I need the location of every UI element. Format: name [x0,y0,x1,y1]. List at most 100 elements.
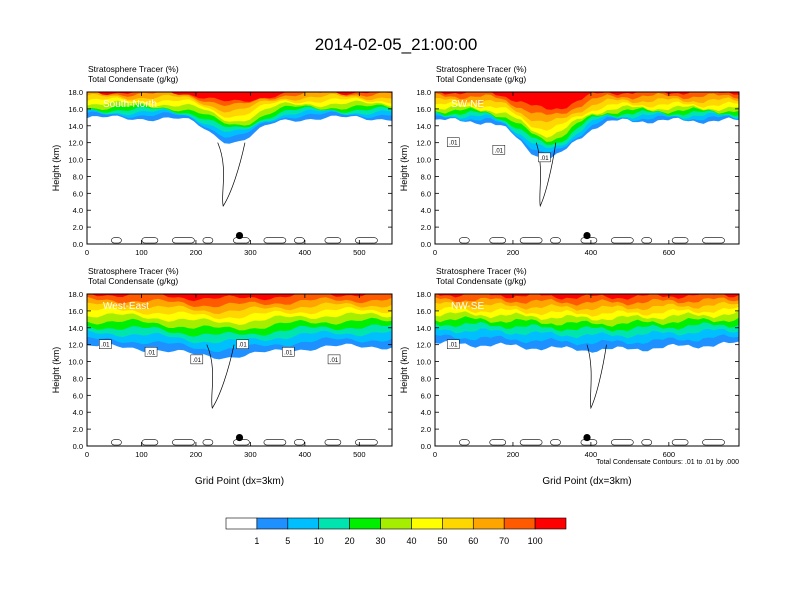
figure-title: 2014-02-05_21:00:00 [315,35,478,54]
x-tick-label: 400 [585,450,598,459]
ground-contour [702,237,725,244]
ground-contour [671,439,689,446]
y-tick-label: 0.0 [421,240,431,249]
contour-label: .01 [449,141,458,147]
ground-contour [489,439,507,446]
y-tick-label: 4.0 [73,408,83,417]
colorbar-swatch-8 [472,517,505,530]
colorbar-label: 30 [376,536,386,546]
y-tick-label: 16.0 [416,307,431,316]
ground-contour [172,237,195,244]
y-tick-label: 0.0 [73,240,83,249]
contour-label: .01 [449,343,458,349]
colorbar-label: 20 [345,536,355,546]
y-tick-label: 0.0 [73,442,83,451]
colorbar-label: 100 [528,536,543,546]
ground-contour [489,237,507,244]
y-tick-label: 10.0 [416,156,431,165]
contour-label-box [144,347,158,357]
ground-contour [550,439,561,446]
location-marker [235,433,244,442]
ground-contour [641,237,653,244]
y-tick-label: 6.0 [73,391,83,400]
plot-area: .01 .01 .01 .01 .01 .01 [87,294,392,446]
y-tick-label: 18.0 [68,290,83,299]
ground-contour [324,439,342,446]
y-tick-label: 10.0 [416,358,431,367]
ground-contour [671,237,689,244]
plot-area: .01 .01 .01 [435,92,739,244]
y-tick-label: 12.0 [416,139,431,148]
y-axis-label: Height (km) [399,145,409,192]
y-tick-label: 0.0 [421,442,431,451]
x-tick-label: 200 [190,450,203,459]
contour-label-box [327,354,341,365]
tracer-band-9 [87,294,392,308]
colorbar-swatch-0 [225,517,258,530]
plot-frame [86,293,393,447]
panel-title-line2: Total Condensate (g/kg) [88,276,178,286]
x-tick-label: 200 [507,248,520,257]
ground-contour [141,237,159,244]
colorbar-label: 70 [499,536,509,546]
ground-contour [459,237,470,244]
colorbar-swatch-5 [380,517,412,530]
y-tick-label: 4.0 [73,206,83,215]
colorbar: 1 5 10 20 30 40 50 60 70 100 [225,517,567,546]
x-axis-label: Grid Point (dx=3km) [195,476,284,487]
contour-label-box [446,137,460,147]
x-tick-label: 0 [85,248,89,257]
x-tick-label: 400 [585,248,598,257]
condensate-contour [586,344,607,410]
plot-frame [86,91,393,245]
panel-title-line1: Stratosphere Tracer (%) [436,64,527,74]
panel-title-line1: Stratosphere Tracer (%) [88,64,179,74]
ground-contour [111,237,122,244]
y-tick-label: 16.0 [416,105,431,114]
ground-contour [263,439,287,446]
location-marker [583,231,591,240]
ground-contour [263,237,287,244]
x-tick-label: 100 [135,450,148,459]
x-tick-label: 500 [353,248,366,257]
panel-title-line2: Total Condensate (g/kg) [436,276,526,286]
colorbar-label: 40 [406,536,416,546]
ground-contour [611,439,634,446]
ground-contour [202,439,214,446]
y-tick-label: 6.0 [73,189,83,198]
ground-contour [459,439,470,446]
panel-title-line1: Stratosphere Tracer (%) [436,266,527,276]
y-tick-label: 14.0 [416,324,431,333]
y-tick-label: 16.0 [68,105,83,114]
ground-contour [355,439,378,446]
y-tick-label: 18.0 [416,88,431,97]
x-tick-label: 0 [433,450,437,459]
colorbar-label: 60 [468,536,478,546]
colorbar-swatch-10 [534,517,567,530]
y-tick-label: 14.0 [416,122,431,131]
contour-label: .01 [147,350,156,356]
x-tick-label: 400 [299,450,312,459]
contour-label-box [492,145,506,155]
contour-label-box [99,339,112,349]
y-tick-label: 8.0 [421,374,431,383]
y-tick-label: 6.0 [421,189,431,198]
contour-label: .01 [238,343,247,349]
colorbar-swatch-2 [287,517,320,530]
colorbar-swatch-7 [442,517,474,530]
x-tick-label: 300 [244,248,257,257]
y-tick-label: 4.0 [421,408,431,417]
x-tick-label: 200 [507,450,520,459]
colorbar-swatch-9 [503,517,536,530]
y-tick-label: 16.0 [68,307,83,316]
colorbar-swatch-4 [349,517,381,530]
y-axis-label: Height (km) [399,347,409,394]
ground-contour [111,439,122,446]
contour-label: .01 [540,156,549,162]
x-tick-label: 300 [244,450,257,459]
ground-contour [702,439,725,446]
y-tick-label: 2.0 [73,425,83,434]
tracer-band-10 [87,294,392,302]
